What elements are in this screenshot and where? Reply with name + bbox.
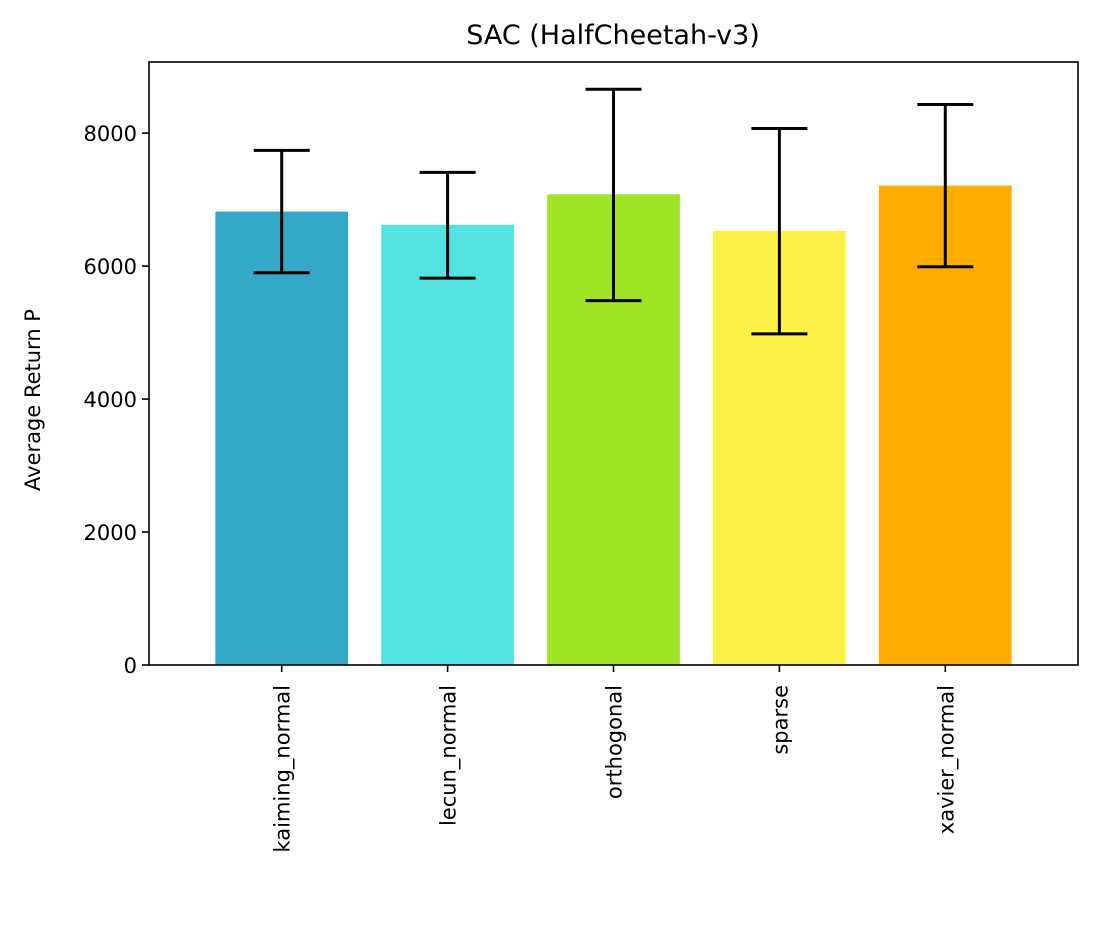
error-bars-group (253, 87, 974, 336)
y-tick-label: 4000 (84, 388, 137, 412)
y-tick-label: 6000 (84, 255, 137, 279)
x-tick-label-lecun_normal: lecun_normal (437, 685, 462, 826)
x-axis: kaiming_normal lecun_normal orthogonal spar… (271, 665, 959, 853)
y-tick-label: 0 (124, 654, 137, 678)
y-axis: 0 2000 4000 6000 8000 (84, 122, 149, 678)
x-tick-label-orthogonal: orthogonal (603, 685, 627, 799)
y-tick-label: 8000 (84, 122, 137, 146)
x-tick-label-sparse: sparse (768, 685, 792, 755)
y-tick-label: 2000 (84, 521, 137, 545)
chart-title: SAC (HalfCheetah-v3) (466, 20, 760, 51)
x-tick-label-xavier_normal: xavier_normal (934, 685, 959, 834)
bar-kaiming_normal (215, 211, 349, 665)
bar-lecun_normal (381, 224, 514, 666)
x-tick-label-kaiming_normal: kaiming_normal (271, 685, 296, 853)
axes-frame (148, 61, 1079, 666)
y-axis-label: Average Return P (21, 309, 45, 491)
